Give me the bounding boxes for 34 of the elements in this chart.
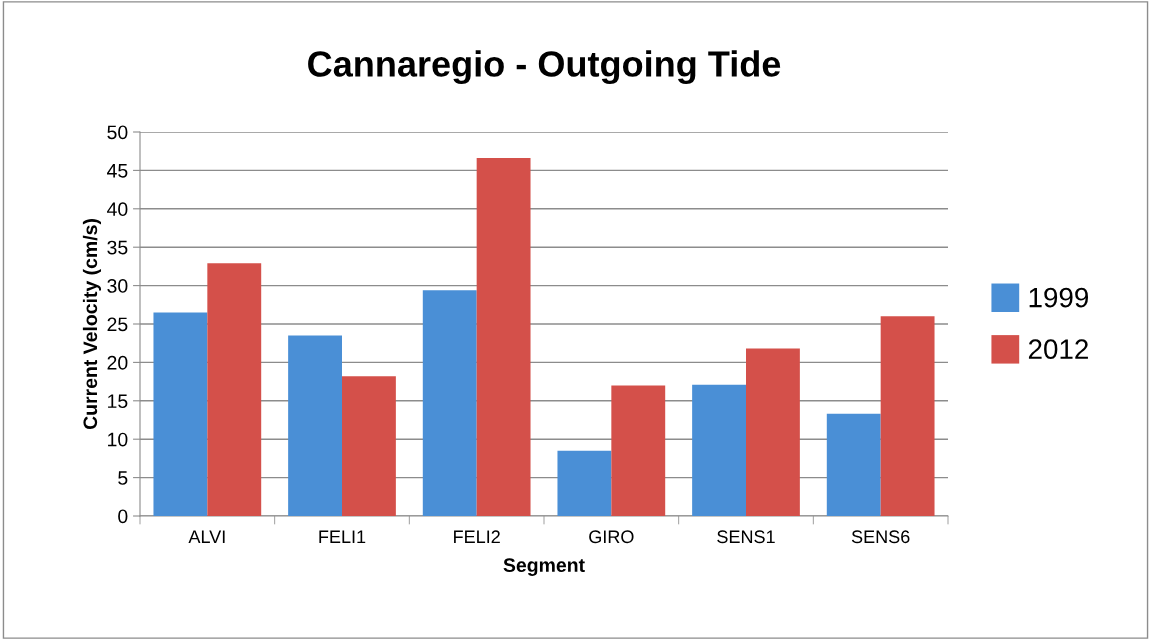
bar [826,413,881,516]
bar [288,335,342,516]
x-axis-title: Segment [503,558,585,576]
legend-label: 1999 [1029,287,1089,308]
x-tick-label: ALVI [188,530,225,543]
bar [880,316,935,516]
bar [422,290,477,516]
x-tick-label: SENS6 [851,530,910,544]
y-tick-label: 0 [118,509,128,524]
y-tick-label: 45 [107,164,128,178]
x-tick-label: SENS1 [717,530,775,544]
legend-label: 2012 [1028,339,1088,359]
x-tick-label: GIRO [589,530,634,544]
bar [476,158,531,516]
y-tick-label: 5 [118,471,128,485]
y-tick-label: 40 [107,202,128,217]
x-tick-label: FELI1 [319,530,366,543]
chart-title: Cannaregio - Outgoing Tide [308,50,781,85]
bar [342,376,396,516]
bar [153,312,208,516]
bar [611,385,666,516]
y-tick-label: 30 [107,279,128,293]
bar [207,263,262,516]
y-axis-title: Current Velocity (cm/s) [82,219,102,430]
y-tick-label: 10 [108,432,128,447]
bar [692,384,746,516]
y-tick-label: 15 [108,394,128,409]
x-tick-label: FELI2 [454,530,500,543]
y-tick-label: 20 [107,355,128,370]
y-tick-label: 50 [107,125,128,140]
y-tick-label: 35 [107,240,128,255]
bar [746,348,800,516]
bar [557,450,612,516]
y-tick-label: 25 [107,317,128,332]
